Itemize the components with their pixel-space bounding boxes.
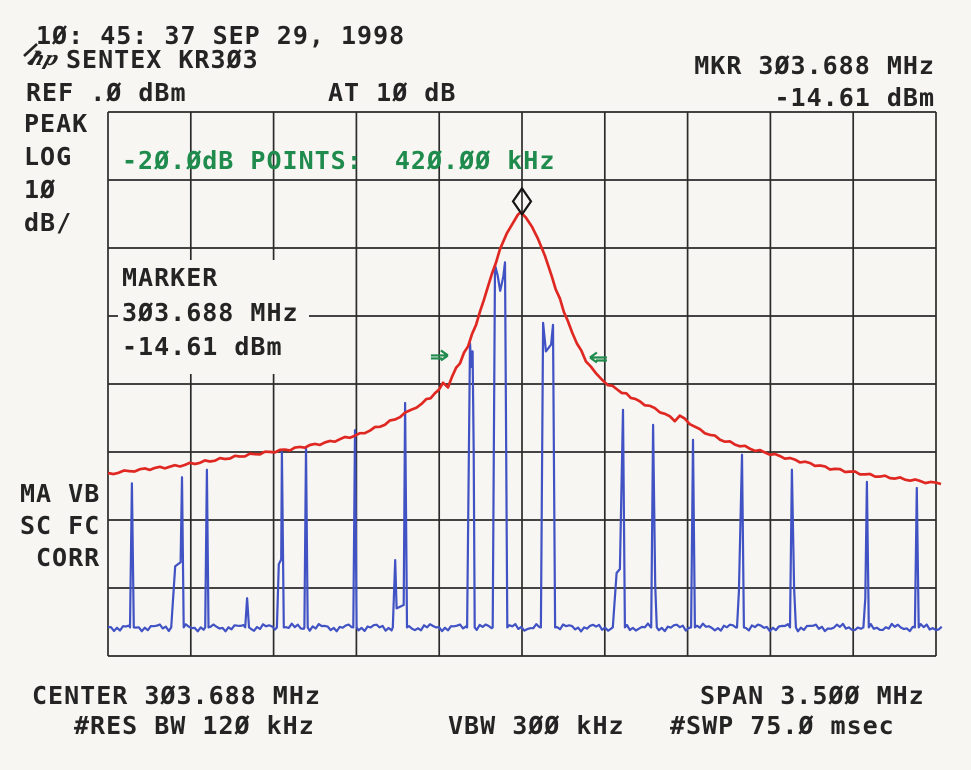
log-scale-label: LOG [24,142,73,171]
status-flags-2: SC FC [20,511,101,540]
marker-info-amplitude: -14.61 dBm [122,332,283,361]
sweep-time: #SWP 75.Ø msec [670,711,895,740]
status-flags-3: CORR [36,543,101,572]
right-bw-arrow-icon [589,351,607,364]
span: SPAN 3.5ØØ MHz [700,681,925,710]
svg-text:hp: hp [27,47,62,69]
model-id: SENTEX KR3Ø3 [66,45,259,74]
max-hold-trace [107,210,942,486]
marker-info-block: MARKER 3Ø3.688 MHz -14.61 dBm [118,260,309,374]
left-bw-arrow-icon [430,349,449,362]
mkr-amplitude-readout: -14.61 dBm [774,83,935,112]
marker-info-frequency: 3Ø3.688 MHz [122,297,299,327]
video-bandwidth: VBW 3ØØ kHz [448,711,625,740]
hp-logo-icon: hp [22,42,62,74]
marker-diamond-icon [511,186,533,217]
attenuation: AT 1Ø dB [328,78,457,107]
scale-per-div: 1Ø [24,175,57,204]
graticule [107,111,937,657]
marker-info-title: MARKER [122,263,219,292]
ref-level: REF .Ø dBm [26,78,187,107]
status-flags-1: MA VB [20,479,101,508]
scale-unit: dB/ [24,208,73,237]
sweep-trace [107,261,943,633]
timestamp: 1Ø: 45: 37 SEP 29, 1998 [36,21,406,50]
mkr-frequency-readout: MKR 3Ø3.688 MHz [694,51,935,80]
center-frequency: CENTER 3Ø3.688 MHz [32,681,321,710]
bandwidth-points-readout: -2Ø.ØdB POINTS: 42Ø.ØØ kHz [122,146,556,175]
detector-mode-label: PEAK [24,109,89,138]
res-bandwidth: #RES BW 12Ø kHz [74,711,315,740]
